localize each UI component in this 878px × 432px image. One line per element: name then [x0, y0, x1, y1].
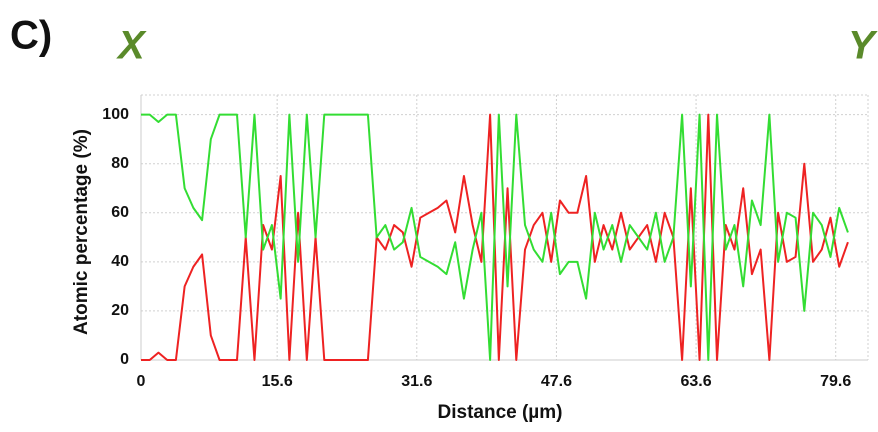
y-tick-label: 80 — [111, 155, 129, 172]
y-tick-label: 60 — [111, 204, 129, 221]
data-line — [141, 113, 849, 361]
x-axis-label: Distance (µm) — [438, 402, 563, 423]
y-tick-label: 20 — [111, 302, 129, 319]
x-tick-label: 15.6 — [262, 373, 293, 390]
start-label: X — [116, 24, 147, 68]
y-tick-label: 0 — [120, 351, 129, 368]
y-tick-label: 100 — [102, 106, 129, 123]
end-label: Y — [848, 24, 878, 68]
x-tick-label: 0 — [137, 373, 146, 390]
y-axis-label: Atomic percentage (%) — [71, 129, 92, 335]
y-tick-label: 40 — [111, 253, 129, 270]
x-tick-label: 79.6 — [820, 373, 851, 390]
x-tick-label: 63.6 — [680, 373, 711, 390]
panel-label: C) — [10, 14, 52, 58]
x-tick-label: 31.6 — [401, 373, 432, 390]
x-tick-label: 47.6 — [541, 373, 572, 390]
